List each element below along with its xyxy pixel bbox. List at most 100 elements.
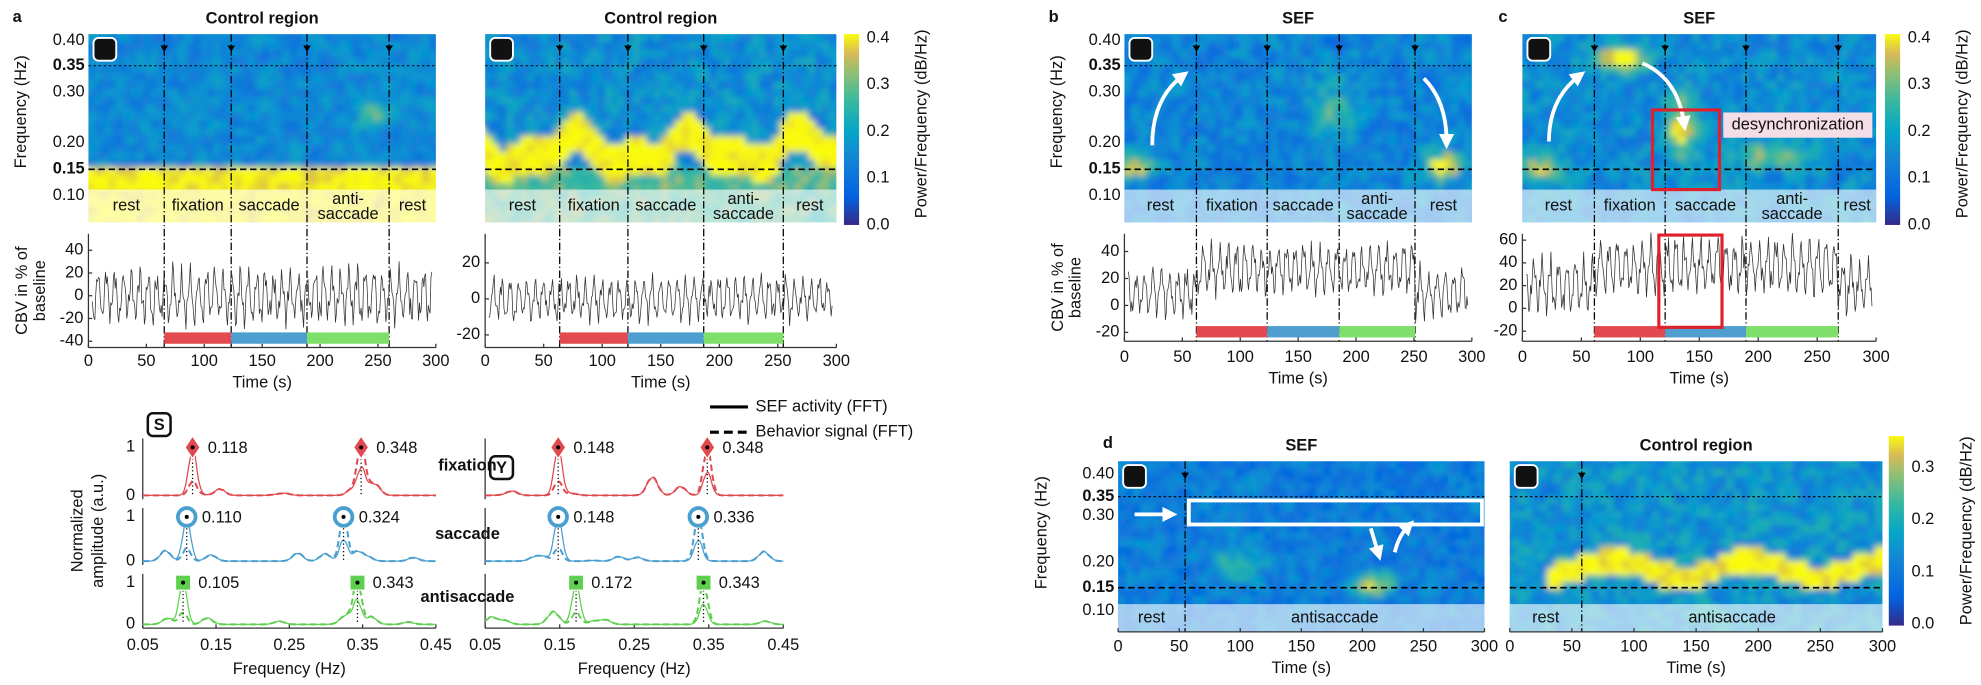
cell [1642, 49, 1651, 59]
cell [632, 41, 641, 51]
cell [1214, 175, 1223, 184]
cell [262, 120, 270, 130]
cell [1663, 96, 1672, 106]
cell [1699, 34, 1708, 43]
cell [527, 104, 536, 114]
cell [95, 120, 104, 130]
cell [421, 34, 430, 43]
cell [199, 143, 208, 153]
cell [387, 183, 395, 192]
cell [576, 159, 585, 169]
cell [836, 120, 844, 129]
y-tick-label: 0.40 [1089, 31, 1121, 49]
cell [380, 65, 388, 75]
cell [373, 136, 382, 145]
badge-text: Y [496, 41, 507, 59]
cell [1200, 112, 1209, 122]
cell [1416, 143, 1424, 153]
cell [1374, 120, 1383, 130]
cell [1430, 41, 1438, 51]
cell [1381, 143, 1390, 153]
cell [801, 167, 810, 177]
cell [1471, 120, 1472, 130]
cell [1312, 143, 1320, 153]
cell [604, 143, 613, 153]
cell [373, 183, 382, 192]
cell [1124, 151, 1133, 161]
cell [102, 81, 111, 90]
cell [1214, 136, 1223, 145]
cell [1628, 151, 1637, 161]
cell [241, 120, 250, 130]
cell [1522, 49, 1524, 59]
cell [116, 136, 124, 145]
epoch-marker [555, 45, 564, 52]
cell [534, 104, 543, 114]
cell [695, 120, 704, 130]
cell [1522, 151, 1531, 161]
cell [1291, 104, 1299, 114]
cell [1423, 65, 1431, 75]
cell [646, 151, 655, 161]
cell [290, 222, 298, 231]
y-tick-label: -20 [456, 325, 480, 343]
cell [1409, 136, 1418, 145]
cell [1713, 81, 1722, 90]
cell [345, 143, 354, 153]
cell [1152, 175, 1160, 184]
cell [667, 73, 676, 82]
cell [1346, 34, 1355, 43]
cell [1656, 81, 1665, 90]
cell [1607, 183, 1616, 192]
cell [829, 49, 837, 59]
cell [1593, 89, 1601, 98]
cell [1270, 73, 1279, 82]
cell [520, 65, 529, 75]
cell [1242, 34, 1251, 43]
cell [157, 143, 166, 153]
cell [829, 73, 837, 82]
cell [766, 175, 774, 184]
cell [576, 112, 585, 122]
cell [1663, 34, 1672, 35]
cell [1138, 143, 1147, 153]
cell [1270, 41, 1279, 51]
cell [534, 49, 543, 59]
cell [562, 96, 571, 106]
cell [164, 112, 173, 122]
cell [1353, 136, 1362, 145]
cell [1367, 136, 1376, 145]
cell [1557, 57, 1566, 67]
cell [255, 112, 263, 122]
cell [1152, 128, 1160, 137]
cell [709, 57, 718, 67]
cell [829, 167, 837, 177]
cell [1207, 136, 1216, 145]
cell [555, 136, 564, 145]
cell [639, 65, 648, 75]
cell [88, 214, 90, 223]
cell [1318, 34, 1327, 35]
cell [95, 65, 104, 75]
cell [1522, 34, 1524, 43]
cell [276, 41, 284, 51]
cell [590, 183, 599, 192]
cell [1444, 73, 1452, 82]
cell [836, 73, 844, 82]
cell [415, 81, 423, 90]
cell [1166, 175, 1174, 184]
cell [506, 73, 514, 82]
cell [632, 57, 641, 67]
cell [1464, 34, 1472, 43]
cell [548, 183, 557, 192]
cell [1152, 151, 1160, 161]
cell [373, 222, 381, 231]
cell [653, 34, 662, 43]
cell [338, 120, 347, 130]
cell [1318, 57, 1327, 67]
cell [185, 128, 194, 137]
cell [345, 49, 354, 59]
cell [144, 73, 152, 82]
cell [255, 167, 263, 177]
